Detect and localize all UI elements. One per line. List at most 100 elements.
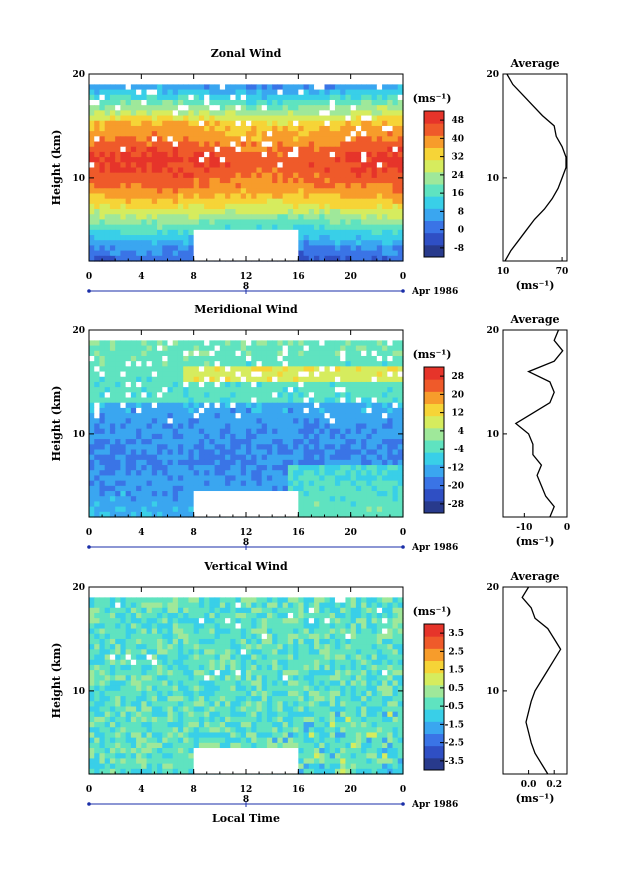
- heatmap-cell: [324, 496, 331, 503]
- heatmap-cell: [287, 219, 294, 226]
- heatmap-cell: [225, 465, 231, 471]
- heatmap-cell: [125, 387, 132, 393]
- heatmap-cell: [125, 371, 132, 378]
- heatmap-cell: [329, 361, 336, 367]
- heatmap-cell: [172, 587, 179, 593]
- heatmap-cell: [104, 350, 111, 357]
- heatmap-cell: [225, 167, 231, 174]
- heatmap-cell: [209, 157, 216, 163]
- heatmap-cell: [334, 355, 341, 362]
- heatmap-cell: [109, 485, 116, 492]
- heatmap-cell: [382, 151, 388, 158]
- heatmap-cell: [141, 167, 148, 174]
- heatmap-cell: [193, 84, 200, 91]
- heatmap-cell: [371, 480, 378, 487]
- heatmap-cell: [319, 141, 326, 148]
- colorbar-band: [424, 159, 444, 173]
- heatmap-cell: [177, 157, 184, 163]
- heatmap-cell: [157, 618, 163, 624]
- heatmap-cell: [366, 255, 373, 262]
- heatmap-cell: [130, 496, 137, 503]
- heatmap-cell: [392, 245, 399, 252]
- heatmap-cell: [366, 485, 373, 492]
- heatmap-cell: [298, 376, 305, 383]
- heatmap-cell: [204, 454, 210, 461]
- heatmap-cell: [162, 418, 169, 425]
- heatmap-cell: [162, 136, 169, 143]
- heatmap-cell: [198, 188, 205, 195]
- heatmap-cell: [266, 602, 273, 609]
- heatmap-cell: [136, 345, 142, 352]
- heatmap-cell: [146, 618, 153, 624]
- heatmap-cell: [382, 402, 388, 409]
- heatmap-cell: [225, 146, 231, 153]
- heatmap-cell: [230, 105, 237, 111]
- heatmap-cell: [177, 485, 184, 492]
- heatmap-cell: [350, 335, 357, 341]
- heatmap-cell: [146, 340, 153, 347]
- heatmap-cell: [324, 188, 331, 195]
- heatmap-cell: [298, 99, 305, 106]
- heatmap-cell: [376, 74, 383, 80]
- heatmap-cell: [225, 587, 231, 593]
- heatmap-cell: [94, 198, 101, 205]
- heatmap-cell: [361, 407, 367, 414]
- heatmap-cell: [204, 475, 210, 482]
- heatmap-cell: [109, 250, 116, 257]
- heatmap-cell: [151, 423, 158, 430]
- heatmap-cell: [355, 361, 362, 367]
- heatmap-cell: [219, 224, 226, 231]
- heatmap-cell: [141, 193, 148, 200]
- heatmap-cell: [136, 407, 142, 414]
- heatmap-cell: [151, 602, 158, 609]
- heatmap-cell: [334, 131, 341, 137]
- heatmap-cell: [308, 439, 315, 445]
- heatmap-cell: [219, 141, 226, 148]
- heatmap-cell: [230, 79, 237, 85]
- heatmap-cell: [125, 74, 132, 80]
- heatmap-cell: [204, 392, 210, 399]
- heatmap-cell: [366, 612, 373, 619]
- heatmap-cell: [125, 136, 132, 143]
- heatmap-cell: [235, 402, 242, 409]
- heatmap-cell: [214, 397, 221, 404]
- heatmap-cell: [167, 361, 174, 367]
- heatmap-cell: [361, 465, 367, 471]
- heatmap-cell: [382, 79, 388, 85]
- heatmap-cell: [130, 125, 137, 132]
- heatmap-cell: [125, 157, 132, 163]
- heatmap-cell: [303, 157, 310, 163]
- heatmap-cell: [287, 480, 294, 487]
- heatmap-cell: [115, 592, 121, 598]
- heatmap-cell: [94, 203, 101, 210]
- colorbar-tick-label: -8: [454, 244, 464, 254]
- heatmap-cell: [308, 407, 315, 414]
- heatmap-cell: [219, 485, 226, 492]
- heatmap-cell: [99, 402, 106, 409]
- heatmap-cell: [204, 433, 210, 440]
- heatmap-cell: [355, 470, 362, 477]
- heatmap-cell: [230, 418, 237, 425]
- heatmap-cell: [146, 193, 153, 200]
- heatmap-cell: [355, 224, 362, 231]
- heatmap-cell: [157, 151, 163, 158]
- heatmap-cell: [392, 413, 399, 419]
- heatmap-cell: [188, 366, 195, 373]
- heatmap-cell: [99, 413, 106, 419]
- heatmap-cell: [298, 511, 305, 518]
- heatmap-cell: [104, 115, 111, 122]
- heatmap-cell: [94, 131, 101, 137]
- heatmap-cell: [392, 423, 399, 430]
- heatmap-cell: [329, 413, 336, 419]
- heatmap-cell: [157, 131, 163, 137]
- heatmap-cell: [376, 198, 383, 205]
- heatmap-cell: [308, 454, 315, 461]
- heatmap-cell: [209, 183, 216, 189]
- heatmap-cell: [99, 240, 106, 247]
- heatmap-cell: [382, 465, 388, 471]
- heatmap-cell: [293, 587, 299, 593]
- heatmap-cell: [314, 355, 320, 362]
- heatmap-cell: [287, 465, 294, 471]
- heatmap-cell: [246, 120, 252, 127]
- heatmap-cell: [204, 162, 210, 169]
